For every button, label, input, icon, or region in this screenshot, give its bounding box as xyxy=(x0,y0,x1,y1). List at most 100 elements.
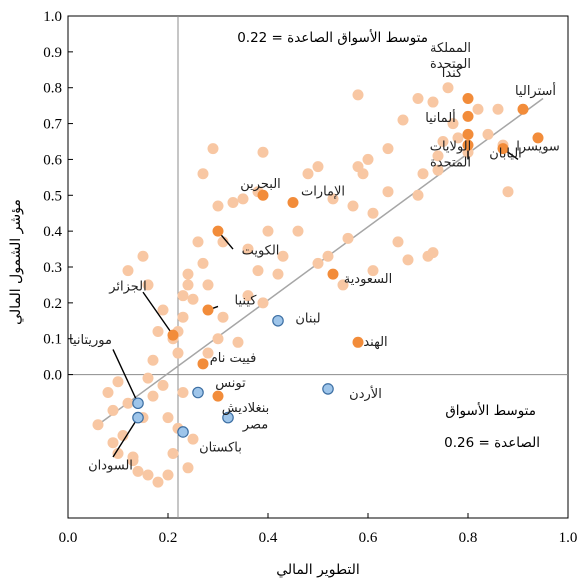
highlight-point xyxy=(327,268,339,280)
x-tick-label: 0.6 xyxy=(359,530,378,546)
background-point xyxy=(177,311,189,323)
point-label: كينيا xyxy=(235,294,258,309)
y-tick-label: 0.2 xyxy=(43,296,62,312)
point-label: مصر xyxy=(242,417,268,432)
y-tick-label: 0.8 xyxy=(43,81,62,97)
leader-line xyxy=(112,417,139,458)
leader-line xyxy=(142,291,174,336)
x-axis-title: التطوير المالي xyxy=(276,562,360,578)
background-point xyxy=(342,232,354,244)
background-point xyxy=(482,128,494,140)
point-label: ألمانيا xyxy=(425,109,456,126)
background-point xyxy=(157,304,169,316)
background-point xyxy=(347,200,359,212)
point-label: الأردن xyxy=(349,385,382,402)
background-point xyxy=(187,433,199,445)
background-point xyxy=(252,265,264,277)
y-tick-label: 0.0 xyxy=(43,368,62,384)
background-point xyxy=(257,297,269,309)
highlight-point xyxy=(202,304,214,316)
background-point xyxy=(107,404,119,416)
background-point xyxy=(352,161,364,173)
background-point xyxy=(262,225,274,237)
background-point xyxy=(272,268,284,280)
background-point xyxy=(237,193,249,205)
background-point xyxy=(182,268,194,280)
background-point xyxy=(142,279,154,291)
point-labels: المملكةالمتحدةكنداأسترالياألمانياسويسراا… xyxy=(69,41,560,474)
background-point xyxy=(132,465,144,477)
background-point xyxy=(147,354,159,366)
background-point xyxy=(472,103,484,115)
highlight-point xyxy=(177,426,189,438)
em-average-bottom-label-line1: متوسط الأسواق xyxy=(445,402,536,419)
background-point xyxy=(442,82,454,94)
background-point xyxy=(412,92,424,104)
background-point xyxy=(437,136,449,147)
background-point xyxy=(152,326,164,338)
y-tick-label: 1.0 xyxy=(43,9,62,25)
highlight-point xyxy=(462,110,474,122)
background-point xyxy=(392,236,404,248)
background-point xyxy=(432,150,444,162)
background-point xyxy=(232,336,244,348)
background-point xyxy=(327,193,339,205)
point-label: اليابان xyxy=(489,147,522,162)
point-label: موريتانيا xyxy=(69,333,112,348)
background-point xyxy=(107,437,119,449)
background-point xyxy=(147,390,159,402)
background-point xyxy=(412,189,424,201)
x-tick-label: 0.4 xyxy=(259,530,278,546)
x-tick-label: 0.8 xyxy=(459,530,478,546)
background-point xyxy=(182,462,194,474)
point-label: الجزائر xyxy=(108,279,147,294)
background-point xyxy=(177,290,189,302)
point-label: الكويت xyxy=(242,243,280,258)
highlight-point xyxy=(287,196,299,208)
background-point xyxy=(152,476,164,488)
background-point xyxy=(492,103,504,115)
highlight-point xyxy=(197,358,209,370)
highlight-point xyxy=(132,411,144,424)
y-axis-title: مؤشر الشمول المالي xyxy=(8,199,24,325)
background-point xyxy=(447,118,459,130)
point-label: الإمارات xyxy=(301,184,345,199)
background-point xyxy=(122,397,134,409)
background-point xyxy=(367,265,379,277)
background-points xyxy=(92,82,514,488)
background-point xyxy=(292,225,304,237)
point-label: أستراليا xyxy=(515,82,556,99)
axis-ticks: 0.0 0.2 0.4 0.6 0.8 1.0 0.0 0.1 0.2 0.3 0.4 0.5 0.6 0… xyxy=(43,9,577,546)
background-point xyxy=(502,186,514,198)
point-label: كندا xyxy=(442,66,463,81)
background-point xyxy=(142,372,154,384)
point-label: تونس xyxy=(215,376,246,391)
point-label: البحرين xyxy=(240,177,281,192)
background-point xyxy=(337,279,349,291)
highlight-point xyxy=(212,225,224,237)
point-label: فييت نام xyxy=(210,351,257,366)
point-label: الولايات xyxy=(430,140,472,155)
highlight-point xyxy=(462,128,474,140)
y-tick-label: 0.7 xyxy=(43,117,62,133)
highlight-point xyxy=(462,92,474,104)
background-point xyxy=(257,146,269,158)
background-point xyxy=(227,196,239,208)
background-point xyxy=(112,447,124,459)
background-point xyxy=(312,161,324,173)
highlight-point xyxy=(192,386,204,399)
background-point xyxy=(197,257,209,269)
background-point xyxy=(302,168,314,180)
point-label: باكستان xyxy=(199,441,242,456)
background-point xyxy=(137,250,149,262)
highlight-point xyxy=(322,383,334,395)
y-tick-label: 0.1 xyxy=(43,332,62,348)
point-label: الهند xyxy=(363,335,387,350)
background-point xyxy=(362,153,374,165)
background-point xyxy=(187,293,199,305)
highlight-point xyxy=(167,329,179,341)
background-point xyxy=(367,207,379,219)
background-point xyxy=(242,243,254,255)
background-point xyxy=(127,451,139,463)
background-point xyxy=(217,311,229,323)
